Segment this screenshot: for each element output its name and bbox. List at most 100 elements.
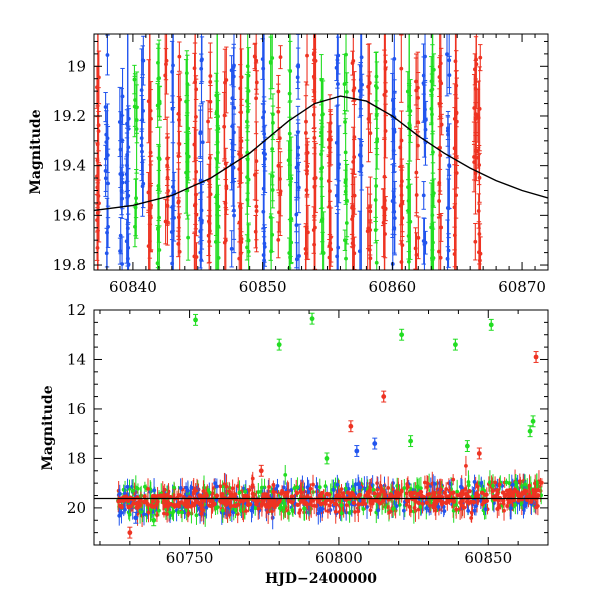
bottom-data-point	[402, 486, 407, 490]
top-cluster	[198, 34, 205, 270]
bottom-data-point	[197, 501, 203, 506]
bottom-data-point	[228, 503, 234, 509]
top-data-point	[422, 242, 427, 247]
bottom-y-tick-label: 12	[67, 301, 86, 319]
bottom-data-point	[464, 463, 468, 468]
top-cluster	[373, 51, 380, 270]
top-data-point	[416, 235, 421, 240]
top-data-point	[320, 217, 325, 221]
bottom-data-point	[491, 483, 495, 488]
top-data-point	[343, 180, 348, 185]
bottom-data-point	[494, 496, 499, 502]
bottom-data-point	[371, 487, 376, 492]
bottom-data-point	[303, 495, 309, 501]
bottom-outlier-point	[151, 517, 157, 523]
bottom-data-point	[310, 498, 316, 503]
top-data-point	[438, 255, 443, 260]
top-data-point	[473, 239, 478, 244]
bottom-data-point	[351, 487, 356, 492]
bottom-data-point	[345, 490, 351, 495]
top-cluster	[268, 34, 276, 270]
bottom-data-point	[361, 501, 366, 506]
bottom-data-point	[401, 508, 406, 513]
bottom-data-point	[469, 510, 474, 515]
top-cluster	[398, 34, 405, 270]
bottom-data-point	[204, 505, 209, 510]
bottom-data-point	[506, 491, 511, 497]
bottom-data-point	[282, 493, 288, 499]
bottom-data-point	[509, 506, 513, 510]
bottom-data-point	[165, 512, 170, 517]
bottom-data-point	[375, 499, 381, 504]
top-data-point	[106, 181, 110, 186]
bottom-data-point	[270, 509, 274, 514]
top-y-tick-label: 19.8	[53, 256, 86, 274]
bottom-data-point	[430, 495, 435, 500]
bottom-data-point	[493, 480, 497, 485]
bottom-data-point	[431, 505, 436, 510]
top-data-point	[245, 64, 250, 69]
bottom-data-point	[348, 494, 353, 499]
bottom-data-point	[404, 502, 409, 507]
top-data-point	[156, 76, 161, 81]
top-data-point	[276, 237, 281, 242]
bottom-data-point	[277, 506, 282, 511]
bottom-outlier-point	[533, 354, 539, 360]
top-cluster	[183, 50, 191, 261]
bottom-data-point	[201, 508, 206, 512]
top-data-point	[120, 172, 125, 177]
bottom-data-point	[455, 493, 460, 498]
top-cluster	[303, 34, 311, 270]
top-cluster	[365, 43, 373, 270]
bottom-data-point	[261, 495, 267, 500]
bottom-plot-frame	[93, 309, 549, 546]
bottom-data-point	[329, 499, 334, 505]
bottom-x-tick-label: 60750	[166, 549, 214, 567]
top-data-point	[423, 107, 427, 112]
bottom-data-point	[391, 481, 395, 485]
bottom-data-point	[473, 494, 479, 499]
bottom-data-point	[519, 484, 524, 489]
top-data-point	[476, 209, 481, 213]
bottom-data-point	[368, 508, 373, 513]
bottom-data-point	[235, 502, 241, 507]
bottom-data-point	[399, 488, 404, 493]
top-data-point	[423, 54, 427, 59]
bottom-data-point	[534, 505, 538, 510]
top-y-tick-label: 19.6	[53, 206, 86, 224]
top-data-point	[321, 251, 326, 255]
top-data-point	[447, 73, 452, 77]
top-data-point	[186, 235, 191, 240]
bottom-outlier-point	[348, 423, 354, 429]
bottom-data-point	[119, 504, 124, 510]
top-cluster	[117, 67, 125, 270]
bottom-data-point	[478, 498, 483, 503]
bottom-data-point	[528, 499, 534, 504]
bottom-data-point	[483, 507, 488, 512]
top-data-point	[139, 136, 144, 141]
bottom-data-point	[176, 500, 182, 506]
bottom-data-point	[250, 476, 255, 481]
top-data-point	[368, 209, 373, 214]
top-data-point	[278, 177, 282, 181]
top-data-point	[208, 80, 213, 84]
top-cluster	[428, 34, 437, 270]
bottom-data-point	[289, 494, 295, 499]
top-data-point	[134, 196, 138, 201]
bottom-data-point	[368, 500, 373, 505]
top-cluster	[452, 34, 460, 270]
top-data-point	[437, 249, 441, 254]
bottom-data-point	[415, 484, 419, 489]
bottom-data-point	[472, 508, 477, 513]
bottom-data-point	[274, 502, 280, 507]
top-data-point	[391, 107, 396, 111]
top-data-point	[327, 255, 332, 260]
bottom-data-point	[237, 490, 242, 495]
bottom-data-point	[406, 485, 410, 489]
top-data-point	[305, 53, 309, 58]
bottom-data-point	[118, 510, 123, 515]
bottom-data-point	[404, 491, 409, 496]
bottom-data-point	[134, 505, 140, 510]
top-data-point	[254, 96, 258, 101]
bottom-outlier-point	[372, 441, 378, 446]
